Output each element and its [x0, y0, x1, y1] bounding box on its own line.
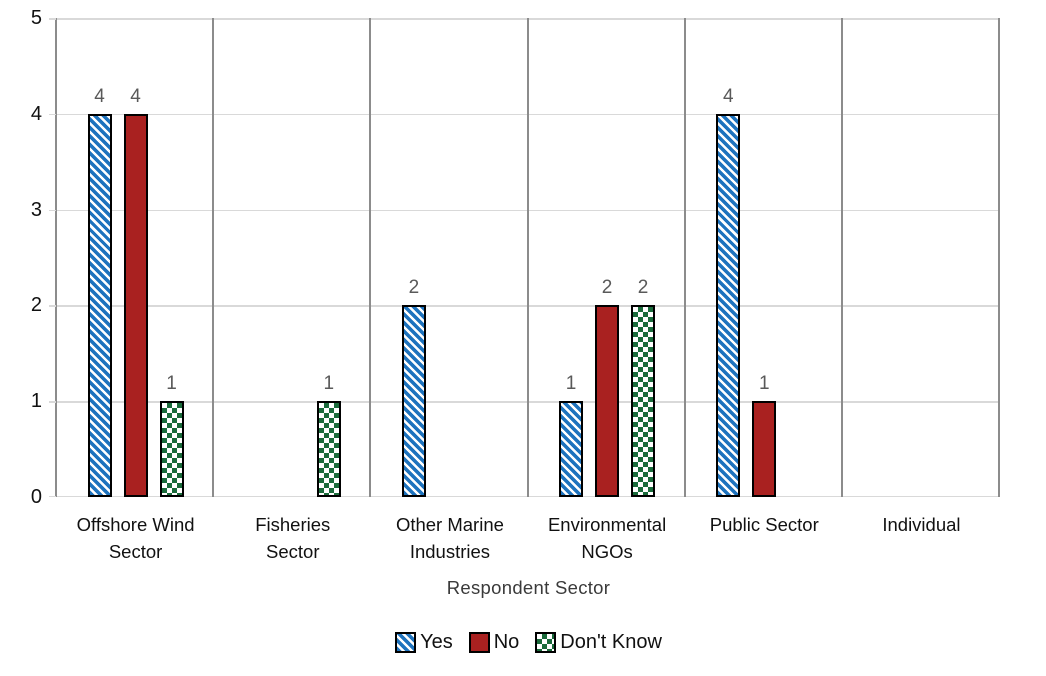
legend-swatch-solid-icon	[468, 632, 490, 653]
bar-value-label: 2	[637, 277, 649, 299]
bar-value-label: 1	[565, 373, 577, 395]
y-axis-tick-label: 3	[30, 198, 42, 221]
x-axis-category-label: Offshore Wind Sector	[76, 514, 195, 562]
gridline	[57, 305, 1000, 307]
bar-value-label: 2	[408, 277, 420, 299]
x-axis-category-label: Other Marine Industries	[395, 514, 504, 562]
category-divider	[212, 18, 215, 497]
bar-value-label: 4	[94, 85, 105, 107]
bar-yes-other-marine-industries	[401, 305, 426, 497]
gridline	[57, 401, 1000, 403]
gridline	[57, 209, 1000, 212]
y-axis-tick-label: 4	[30, 102, 42, 125]
gridline	[57, 113, 1000, 116]
bar-value-label: 1	[323, 373, 335, 395]
y-axis-tick-label: 2	[30, 294, 42, 317]
y-axis-tick	[49, 305, 56, 307]
category-divider	[998, 18, 1000, 497]
x-axis-title: Respondent Sector	[446, 577, 611, 598]
y-axis-tick	[49, 18, 56, 20]
category-divider	[526, 18, 529, 497]
x-axis-category-label: Environmental NGOs	[547, 514, 667, 562]
bar-value-label: 1	[758, 373, 770, 395]
x-axis-category-label: Individual	[882, 514, 961, 535]
gridline	[57, 18, 1000, 20]
legend-label: No	[493, 631, 520, 653]
bar-don-t-know-environmental-ngos	[631, 305, 656, 497]
bar-yes-offshore-wind-sector	[87, 113, 112, 497]
bar-don-t-know-offshore-wind-sector	[159, 401, 184, 497]
bar-no-offshore-wind-sector	[123, 113, 148, 497]
y-axis-tick-label: 1	[30, 390, 42, 413]
legend-item-don-t-know: Don't Know	[535, 631, 662, 654]
category-divider	[840, 18, 843, 497]
gridline	[57, 495, 1000, 497]
y-axis-tick-label: 5	[30, 7, 42, 29]
y-axis-tick	[49, 495, 56, 497]
legend-item-no: No	[468, 631, 520, 654]
category-divider	[369, 18, 372, 497]
legend-label: Don't Know	[560, 631, 662, 653]
legend-item-yes: Yes	[395, 631, 453, 654]
bar-no-public-sector	[752, 401, 777, 497]
y-axis-tick	[49, 113, 56, 116]
bar-don-t-know-fisheries-sector	[316, 401, 341, 497]
bar-no-environmental-ngos	[595, 305, 620, 497]
y-axis-line	[55, 18, 57, 497]
plot-area: 4 4 1 1 2 1 2 2 4 1	[55, 18, 1000, 497]
bar-value-label: 2	[601, 277, 613, 299]
legend-label: Yes	[420, 631, 453, 653]
category-divider	[683, 18, 686, 497]
bar-yes-public-sector	[716, 113, 741, 497]
x-axis-category-label: Public Sector	[709, 514, 819, 535]
y-axis-tick-label: 0	[30, 486, 42, 508]
bar-yes-environmental-ngos	[559, 401, 584, 497]
y-axis-tick	[49, 401, 56, 403]
bar-value-label: 1	[166, 373, 177, 395]
y-axis-tick	[49, 209, 56, 212]
x-axis-category-labels: Offshore Wind Sector Fisheries Sector Othe…	[57, 511, 1000, 565]
legend-swatch-diagonal-stripes-icon	[395, 632, 417, 653]
bar-value-label: 4	[722, 85, 734, 107]
legend-swatch-checkerboard-icon	[535, 632, 557, 653]
bar-value-label: 4	[130, 85, 141, 107]
legend: Yes No Don't Know	[57, 631, 1000, 654]
x-axis-category-label: Fisheries Sector	[255, 514, 331, 562]
